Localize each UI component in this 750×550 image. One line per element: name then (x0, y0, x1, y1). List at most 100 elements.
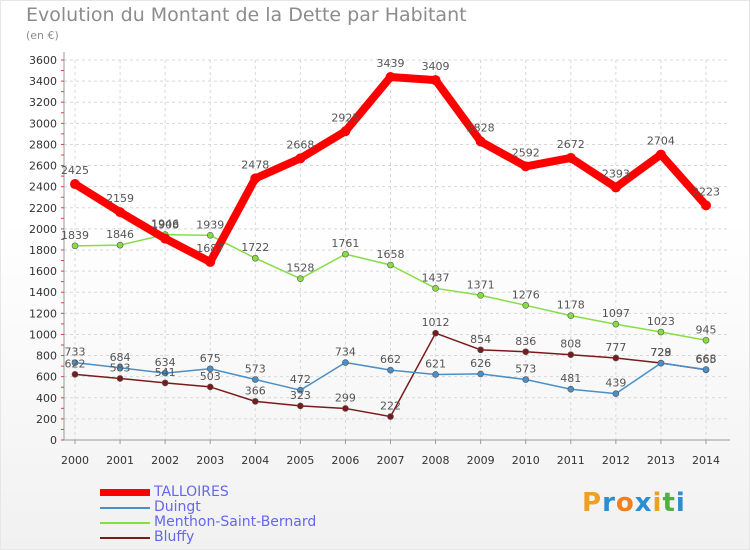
data-label-menthon-saint-bernard: 1437 (422, 271, 450, 284)
x-tick-label: 2011 (557, 454, 585, 467)
data-label-menthon-saint-bernard: 1846 (106, 228, 134, 241)
x-tick-label: 2009 (467, 454, 495, 467)
data-point-duingt (387, 366, 394, 374)
data-label-menthon-saint-bernard: 1097 (602, 307, 630, 320)
data-point-duingt (116, 364, 124, 372)
x-tick-label: 2007 (377, 454, 405, 467)
data-label-talloires: 2828 (467, 121, 495, 134)
data-label-bluffy: 222 (380, 400, 401, 413)
proxiti-logo: Proxiti (582, 488, 686, 518)
data-point-bluffy (612, 354, 620, 362)
data-label-talloires: 2925 (331, 111, 359, 124)
data-label-bluffy: 323 (290, 389, 311, 402)
data-point-bluffy (116, 375, 124, 382)
data-point-bluffy (251, 398, 259, 405)
data-point-talloires (655, 149, 666, 160)
y-tick-label: 1600 (29, 265, 57, 278)
y-tick-label: 1200 (29, 307, 57, 320)
y-tick-label: 2600 (29, 160, 57, 173)
data-point-duingt (477, 370, 484, 378)
data-label-bluffy: 777 (605, 341, 626, 354)
data-point-bluffy (477, 346, 484, 354)
data-point-menthon-saint-bernard (251, 254, 259, 262)
logo-letter: i (652, 488, 663, 518)
data-label-talloires: 2159 (106, 192, 134, 205)
data-point-talloires (430, 75, 441, 86)
data-label-duingt: 621 (425, 357, 446, 370)
data-point-duingt (206, 365, 214, 373)
legend-label-menthon-saint-bernard: Menthon-Saint-Bernard (154, 514, 317, 530)
data-label-talloires: 2223 (692, 185, 720, 198)
y-tick-label: 2000 (29, 223, 57, 236)
x-tick-label: 2000 (61, 454, 89, 467)
data-point-duingt (432, 371, 439, 378)
data-point-duingt (161, 369, 169, 377)
x-tick-label: 2004 (241, 454, 269, 467)
data-label-talloires: 1687 (196, 242, 224, 255)
y-tick-label: 3400 (29, 75, 57, 88)
data-point-menthon-saint-bernard (477, 291, 484, 299)
data-point-talloires (70, 179, 80, 190)
data-point-bluffy (297, 402, 304, 410)
data-point-talloires (520, 161, 531, 172)
data-point-menthon-saint-bernard (522, 302, 530, 309)
data-label-duingt: 684 (110, 351, 131, 364)
data-point-bluffy (342, 405, 349, 412)
y-tick-label: 600 (36, 371, 57, 384)
legend-swatch-menthon-saint-bernard (100, 522, 150, 524)
data-label-bluffy: 854 (470, 333, 491, 346)
data-label-menthon-saint-bernard: 1276 (512, 288, 540, 301)
axes: 0 200 400 600 800 1000 1200 1400 1600 1800 2000 220… (29, 52, 730, 467)
data-label-duingt: 734 (335, 346, 356, 359)
legend-swatch-bluffy (100, 537, 150, 539)
data-label-duingt: 573 (245, 363, 266, 376)
data-point-duingt (342, 359, 349, 366)
x-tick-label: 2008 (422, 454, 450, 467)
data-label-bluffy: 1012 (422, 316, 450, 329)
data-label-talloires: 2592 (512, 146, 540, 159)
data-point-talloires (340, 126, 351, 137)
data-label-talloires: 2393 (602, 167, 630, 180)
data-point-bluffy (387, 413, 394, 420)
data-label-duingt: 662 (380, 353, 401, 366)
logo-letter: t (662, 488, 676, 518)
y-tick-label: 3000 (29, 117, 57, 130)
data-point-talloires (295, 153, 306, 164)
data-point-duingt (71, 359, 79, 366)
data-label-menthon-saint-bernard: 1023 (647, 315, 675, 328)
data-label-menthon-saint-bernard: 1839 (61, 229, 89, 242)
data-label-bluffy: 836 (515, 335, 536, 348)
y-tick-label: 1400 (29, 286, 57, 299)
y-tick-label: 1800 (29, 244, 57, 257)
data-label-menthon-saint-bernard: 1178 (557, 299, 585, 312)
data-label-duingt: 439 (605, 377, 626, 390)
data-label-duingt: 481 (560, 372, 581, 385)
data-label-bluffy: 622 (65, 357, 86, 370)
data-point-bluffy (522, 348, 530, 356)
x-tick-label: 2012 (602, 454, 630, 467)
data-label-bluffy: 665 (696, 353, 717, 366)
x-tick-label: 2013 (647, 454, 675, 467)
series (70, 71, 711, 420)
logo-letter: x (634, 488, 653, 518)
data-point-talloires (701, 200, 711, 211)
y-tick-label: 1000 (29, 328, 57, 341)
legend-swatch-talloires (100, 489, 150, 496)
data-point-talloires (250, 173, 261, 184)
y-tick-label: 2400 (29, 181, 57, 194)
data-point-bluffy (432, 329, 439, 337)
data-point-duingt (657, 359, 665, 367)
data-label-bluffy: 808 (560, 338, 581, 351)
legend-label-duingt: Duingt (154, 499, 201, 515)
data-label-menthon-saint-bernard: 945 (696, 323, 717, 336)
data-point-menthon-saint-bernard (702, 336, 710, 344)
y-tick-label: 3200 (29, 96, 57, 109)
data-label-duingt: 668 (696, 352, 717, 365)
legend-label-talloires: TALLOIRES (154, 484, 229, 500)
data-label-duingt: 634 (155, 356, 176, 369)
y-tick-label: 400 (36, 392, 57, 405)
data-label-talloires: 3409 (422, 60, 450, 73)
y-tick-label: 200 (36, 413, 57, 426)
data-point-menthon-saint-bernard (297, 275, 304, 283)
data-label-menthon-saint-bernard: 1371 (467, 278, 495, 291)
